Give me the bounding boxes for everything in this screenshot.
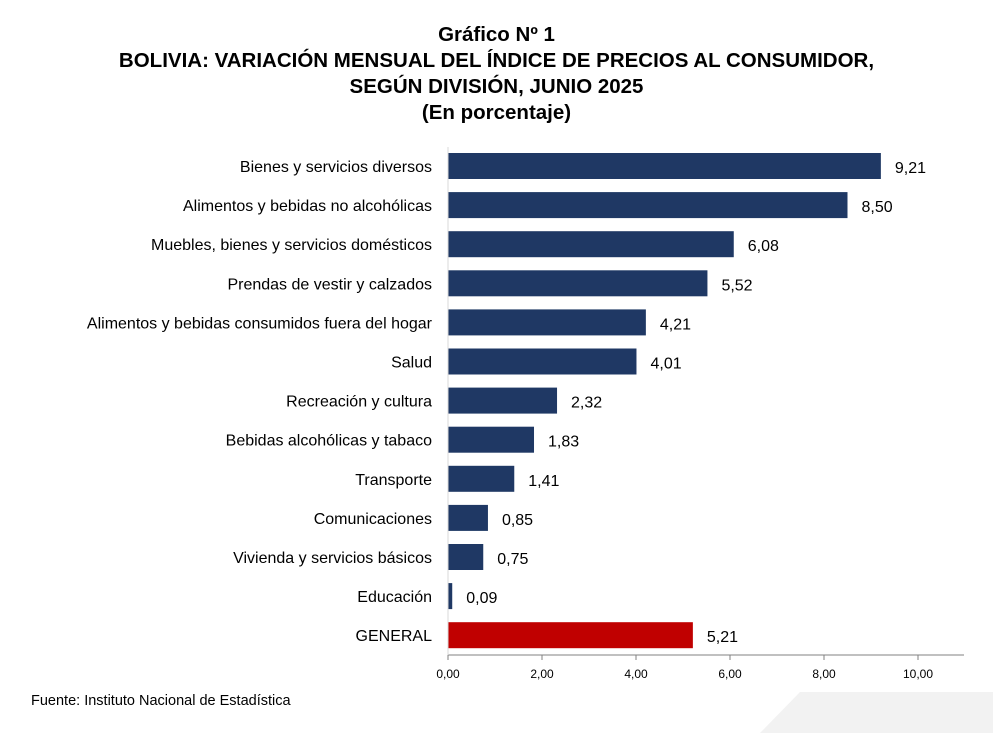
- data-label: 2,32: [571, 395, 602, 412]
- x-tick-label: 8,00: [812, 667, 836, 681]
- bar: [448, 231, 734, 258]
- category-label: Muebles, bienes y servicios domésticos: [151, 237, 432, 254]
- category-label: Vivienda y servicios básicos: [233, 550, 432, 567]
- data-label: 6,08: [748, 238, 779, 255]
- bar: [448, 622, 693, 649]
- data-label: 1,83: [548, 434, 579, 451]
- category-label: Transporte: [355, 472, 432, 489]
- x-tick-label: 4,00: [624, 667, 648, 681]
- category-label: Alimentos y bebidas no alcohólicas: [183, 198, 432, 215]
- bar: [448, 153, 881, 179]
- x-tick-label: 2,00: [530, 667, 554, 681]
- data-label: 0,85: [502, 512, 533, 529]
- x-tick-label: 6,00: [718, 667, 742, 681]
- data-label: 4,01: [650, 356, 681, 373]
- chart-subtitle-line-2: SEGÚN DIVISIÓN, JUNIO 2025: [349, 75, 644, 98]
- bar: [448, 544, 484, 570]
- bar: [448, 348, 637, 375]
- bar: [448, 192, 848, 219]
- bar: [448, 426, 535, 453]
- bar: [448, 504, 488, 531]
- data-label: 5,21: [707, 629, 738, 646]
- source-note: Fuente: Instituto Nacional de Estadístic…: [31, 693, 291, 709]
- x-tick-label: 10,00: [903, 667, 933, 681]
- data-label: 0,75: [497, 551, 528, 568]
- bar: [448, 270, 708, 297]
- corner-decoration: [760, 692, 993, 733]
- category-label: Bebidas alcohólicas y tabaco: [226, 433, 432, 450]
- bar: [448, 583, 453, 610]
- data-label: 5,52: [721, 277, 752, 294]
- category-label: Recreación y cultura: [286, 394, 432, 411]
- category-label: Alimentos y bebidas consumidos fuera del…: [87, 315, 433, 332]
- chart-title: Gráfico Nº 1: [438, 23, 555, 46]
- data-label: 1,41: [528, 473, 559, 490]
- bar: [448, 465, 515, 492]
- category-label: Salud: [391, 355, 432, 372]
- data-label: 0,09: [466, 590, 497, 607]
- category-label: GENERAL: [356, 628, 433, 645]
- category-label: Educación: [357, 589, 432, 606]
- data-label: 4,21: [660, 316, 691, 333]
- category-label: Prendas de vestir y calzados: [227, 276, 432, 293]
- data-label: 9,21: [895, 160, 926, 177]
- x-tick-label: 0,00: [436, 667, 460, 681]
- bar: [448, 309, 646, 336]
- category-label: Bienes y servicios diversos: [240, 159, 432, 176]
- chart-titles: Gráfico Nº 1 BOLIVIA: VARIACIÓN MENSUAL …: [0, 22, 993, 126]
- chart-subtitle-line-3: (En porcentaje): [421, 101, 572, 124]
- data-label: 8,50: [862, 199, 893, 216]
- category-label: Comunicaciones: [314, 511, 432, 528]
- bar: [448, 387, 558, 414]
- chart-subtitle-line-1: BOLIVIA: VARIACIÓN MENSUAL DEL ÍNDICE DE…: [118, 49, 875, 72]
